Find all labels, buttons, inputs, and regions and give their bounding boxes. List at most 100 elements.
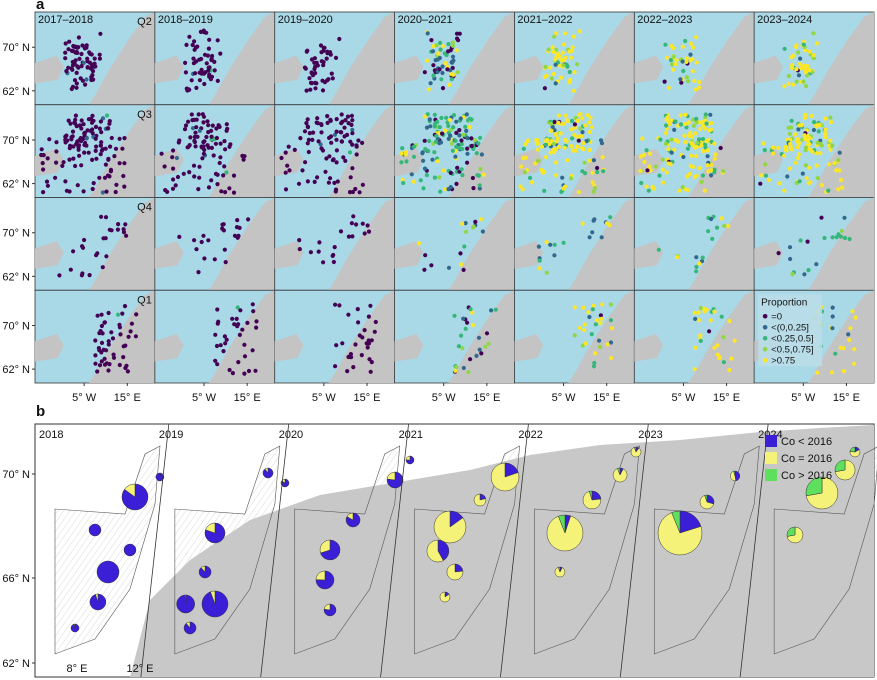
sample-point (457, 128, 462, 133)
sample-point (350, 118, 355, 123)
sample-point (104, 348, 109, 353)
sample-point (108, 167, 114, 172)
landmass-norway (808, 197, 874, 291)
pie-slice (554, 566, 566, 578)
sample-point (660, 167, 665, 172)
sample-point (465, 151, 470, 156)
sample-point (100, 265, 105, 270)
sample-point (460, 346, 465, 351)
sample-point (708, 112, 713, 117)
sample-point (97, 175, 102, 180)
pie-slice (849, 446, 856, 453)
landmass-norway (688, 12, 755, 105)
sample-point (785, 174, 790, 179)
sample-point (802, 133, 807, 138)
sample-point (608, 340, 614, 345)
sample-point (173, 183, 178, 188)
fishing-area (773, 446, 877, 655)
cohort-pie (386, 471, 404, 489)
sample-point (709, 121, 714, 126)
sample-point (222, 334, 227, 339)
sample-point (560, 175, 565, 180)
sample-point (74, 81, 79, 86)
sample-point (81, 122, 86, 127)
sample-point (826, 162, 832, 167)
map-cell: 2019–2020 (274, 11, 395, 106)
sample-point (551, 71, 556, 77)
sample-point (123, 222, 128, 227)
sample-point (103, 236, 108, 241)
sample-point (533, 161, 538, 166)
sample-point (423, 253, 428, 258)
sample-point (639, 180, 644, 186)
sample-point (95, 313, 100, 318)
sample-point (313, 64, 318, 69)
sample-point (554, 160, 559, 165)
sample-point (366, 229, 372, 234)
sample-point (807, 68, 812, 73)
sample-point (688, 41, 694, 46)
cohort-pie (805, 476, 839, 510)
sample-point (561, 121, 566, 126)
sample-point (564, 62, 569, 67)
cohort-pie (612, 467, 628, 483)
sample-point (222, 139, 227, 144)
sample-point (87, 50, 92, 55)
sample-point (601, 169, 606, 174)
sample-point (219, 189, 224, 194)
pie-slice (671, 510, 681, 534)
sample-point (609, 355, 614, 361)
sample-point (598, 321, 603, 326)
sample-point (700, 173, 706, 178)
sample-point (333, 364, 338, 369)
sample-point (44, 179, 50, 184)
sample-point (339, 139, 344, 144)
sample-point (518, 184, 523, 189)
sample-point (87, 273, 92, 278)
sample-point (210, 123, 215, 128)
sample-point (712, 345, 717, 350)
sample-point (84, 45, 89, 50)
sample-point (552, 34, 557, 39)
sample-point (761, 141, 766, 146)
legend-swatch (762, 335, 768, 341)
sample-point (803, 48, 808, 53)
sample-point (348, 352, 353, 357)
sample-point (790, 272, 795, 277)
sample-point (789, 55, 794, 60)
sample-point (118, 332, 123, 337)
sample-point (224, 122, 229, 127)
sample-point (75, 45, 80, 50)
sample-point (560, 50, 565, 55)
cohort-pie (405, 455, 415, 465)
sample-point (564, 139, 569, 144)
sample-point (673, 119, 678, 124)
sample-point (279, 155, 284, 161)
quarter-label: Q2 (137, 16, 152, 28)
sample-point (311, 130, 316, 135)
sample-point (474, 151, 479, 156)
sample-point (798, 238, 803, 243)
sample-point (177, 138, 182, 143)
sample-point (521, 146, 526, 151)
sample-point (846, 332, 851, 337)
sample-point (841, 369, 847, 374)
sample-point (193, 71, 198, 76)
cohort-pie (546, 514, 584, 552)
panel-divider (500, 423, 529, 678)
cohort-pie (198, 565, 212, 579)
sample-point (66, 47, 71, 52)
sample-point (786, 73, 792, 79)
sample-point (221, 349, 226, 354)
map-cell (274, 104, 395, 198)
sample-point (175, 174, 181, 180)
sample-point (350, 131, 355, 136)
sample-point (325, 120, 330, 125)
sample-point (67, 157, 72, 162)
sample-point (253, 368, 258, 373)
sample-point (303, 160, 308, 165)
sample-point (73, 117, 78, 122)
sample-point (782, 188, 787, 193)
pie-slice (657, 512, 703, 556)
sample-point (209, 145, 214, 150)
